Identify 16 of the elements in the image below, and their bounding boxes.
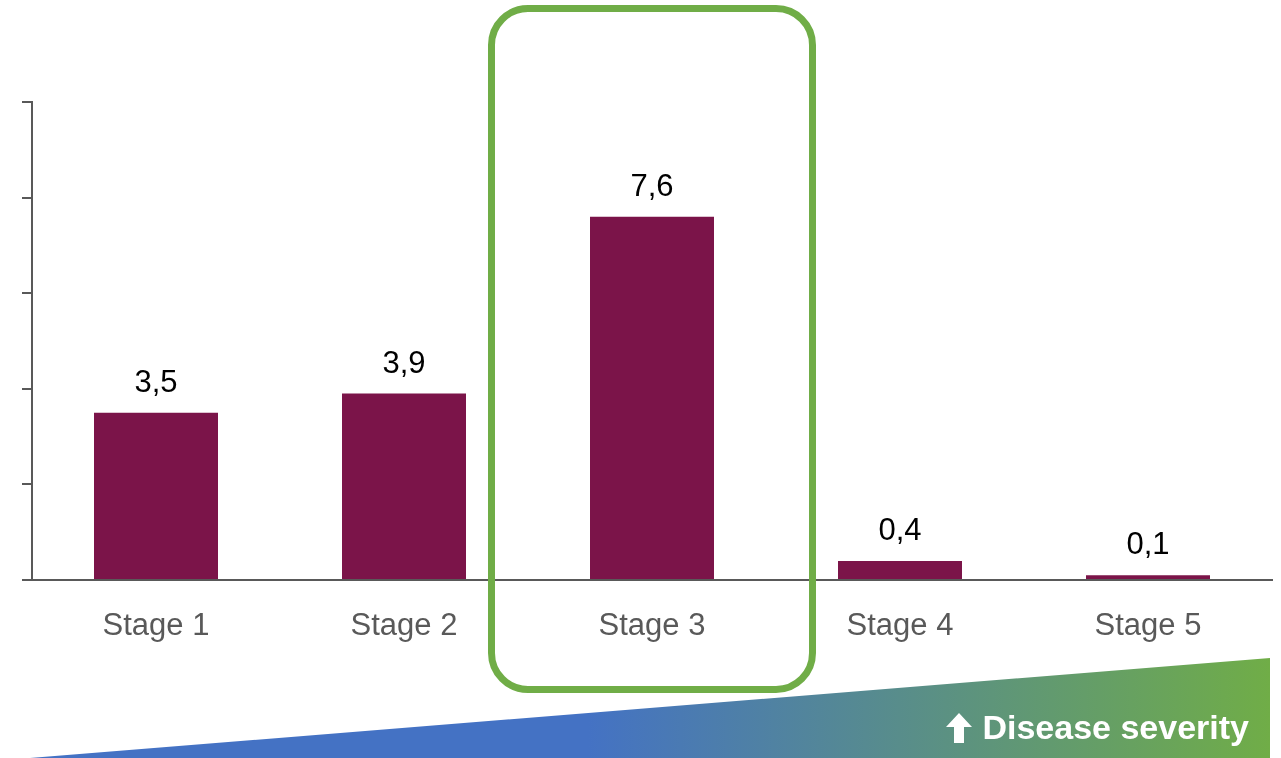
x-tick-label: Stage 2 xyxy=(350,607,458,643)
data-label: 0,1 xyxy=(1126,526,1170,562)
x-tick-label: Stage 1 xyxy=(102,607,210,643)
bar xyxy=(838,560,962,579)
data-label: 3,9 xyxy=(382,344,426,380)
x-tick-label: Stage 5 xyxy=(1094,607,1202,643)
x-tick-label: Stage 4 xyxy=(846,607,954,643)
bar xyxy=(1086,575,1210,579)
data-label: 0,4 xyxy=(878,511,922,547)
data-label: 3,5 xyxy=(134,363,178,399)
data-label: 7,6 xyxy=(630,167,674,203)
bar xyxy=(342,393,466,579)
text: Disease severity xyxy=(982,708,1249,747)
x-tick-label: Stage 3 xyxy=(598,607,706,643)
bar xyxy=(94,412,218,579)
bar xyxy=(590,216,714,579)
